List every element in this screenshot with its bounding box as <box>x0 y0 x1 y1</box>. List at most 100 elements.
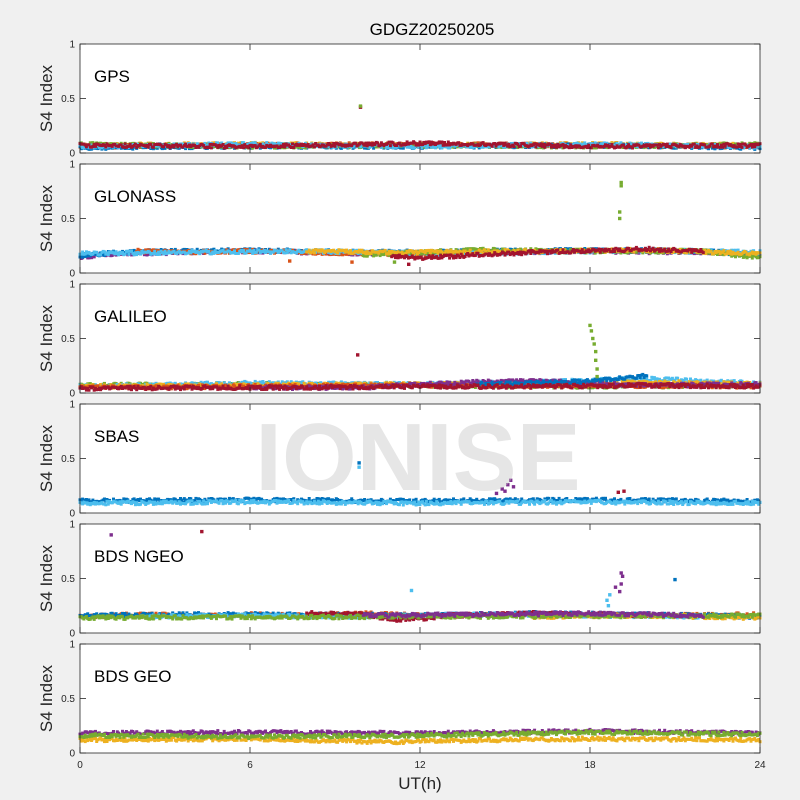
data-point <box>273 142 276 146</box>
data-point <box>131 147 135 151</box>
data-point <box>372 146 376 150</box>
panel-title: GPS <box>94 67 130 86</box>
y-tick-label: 1 <box>69 40 75 51</box>
data-point <box>146 145 150 149</box>
data-point <box>242 141 246 145</box>
data-point <box>251 251 255 255</box>
data-point <box>376 141 379 145</box>
data-point <box>354 141 358 145</box>
data-point <box>127 252 131 256</box>
data-point <box>265 141 269 145</box>
data-point <box>731 141 735 145</box>
data-point <box>253 141 257 145</box>
data-point <box>128 142 132 146</box>
y-tick-label: 0.5 <box>61 94 75 105</box>
data-point <box>399 146 403 150</box>
data-point <box>753 145 757 149</box>
data-point <box>707 147 710 151</box>
data-point <box>363 146 367 150</box>
data-point <box>82 145 86 149</box>
data-point <box>640 141 643 145</box>
data-point <box>477 146 481 150</box>
data-point <box>207 146 211 149</box>
data-point <box>123 142 127 146</box>
data-point <box>289 146 293 149</box>
data-point <box>117 253 121 257</box>
data-point <box>427 140 431 144</box>
data-point <box>155 146 159 150</box>
data-point <box>157 144 161 148</box>
figure-title: GDGZ20250205 <box>370 20 495 39</box>
data-point <box>735 145 739 149</box>
data-point <box>99 141 103 145</box>
data-point <box>151 252 155 256</box>
data-point <box>594 146 598 150</box>
data-point <box>208 142 212 146</box>
data-point <box>365 144 369 148</box>
y-axis-label: S4 Index <box>37 64 56 132</box>
data-point <box>710 142 714 146</box>
data-point <box>749 142 753 146</box>
plot-area <box>80 44 760 153</box>
data-point <box>387 140 391 144</box>
data-point <box>149 142 153 146</box>
data-point <box>417 143 421 147</box>
data-point <box>388 144 392 148</box>
data-point <box>184 147 188 151</box>
data-point <box>123 252 127 256</box>
data-point <box>248 141 252 145</box>
data-point <box>234 142 238 145</box>
data-point <box>332 142 336 145</box>
data-point <box>233 249 236 253</box>
data-point <box>669 146 673 150</box>
data-point <box>203 141 207 145</box>
data-point <box>542 142 546 146</box>
data-point <box>533 142 537 146</box>
data-point <box>440 140 444 144</box>
data-point <box>212 251 216 255</box>
data-point <box>163 146 167 150</box>
data-point <box>288 248 292 252</box>
data-point <box>209 146 213 150</box>
data-point <box>567 146 571 150</box>
data-point <box>88 141 92 145</box>
data-point <box>548 142 552 146</box>
data-point <box>359 145 363 149</box>
data-point <box>692 142 696 146</box>
data-point <box>139 252 142 256</box>
data-point <box>519 144 522 148</box>
data-point <box>555 145 558 149</box>
data-point <box>446 140 450 144</box>
data-point <box>569 143 573 147</box>
data-point <box>401 146 405 150</box>
data-point <box>133 142 137 146</box>
data-point <box>723 144 727 148</box>
data-point <box>736 142 740 146</box>
data-point <box>122 145 126 149</box>
data-point <box>457 141 461 145</box>
data-point <box>162 145 166 149</box>
data-point <box>291 142 294 146</box>
data-point <box>104 147 108 151</box>
data-point <box>312 145 316 149</box>
data-point <box>740 145 744 149</box>
data-point <box>716 143 719 147</box>
data-point <box>278 141 282 145</box>
data-point <box>512 145 516 149</box>
data-point <box>216 141 220 145</box>
data-point <box>404 143 408 146</box>
data-point <box>739 142 743 146</box>
data-point <box>428 143 432 147</box>
data-point <box>364 141 368 145</box>
outlier-point <box>358 104 363 108</box>
data-point <box>441 143 445 147</box>
data-point <box>418 140 422 144</box>
data-point <box>151 145 155 149</box>
data-point <box>631 146 634 150</box>
data-point <box>734 142 737 146</box>
data-point <box>445 143 449 147</box>
